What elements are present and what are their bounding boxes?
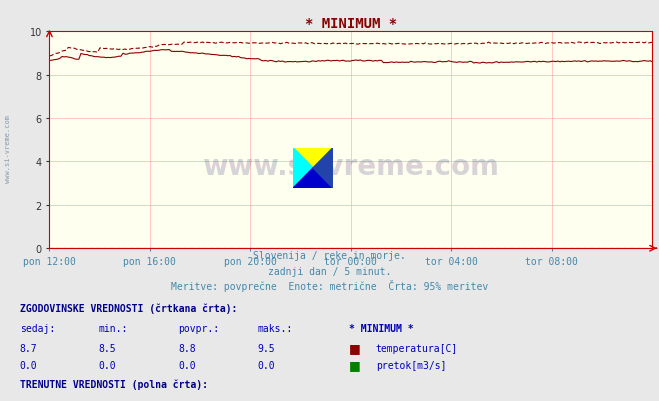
- Text: min.:: min.:: [99, 400, 129, 401]
- Text: sedaj:: sedaj:: [20, 324, 55, 334]
- Text: povpr.:: povpr.:: [178, 324, 219, 334]
- Text: temperatura[C]: temperatura[C]: [376, 343, 458, 353]
- Text: min.:: min.:: [99, 324, 129, 334]
- Text: ■: ■: [349, 341, 361, 354]
- Text: zadnji dan / 5 minut.: zadnji dan / 5 minut.: [268, 266, 391, 276]
- Text: ZGODOVINSKE VREDNOSTI (črtkana črta):: ZGODOVINSKE VREDNOSTI (črtkana črta):: [20, 302, 237, 313]
- Text: maks.:: maks.:: [257, 400, 292, 401]
- Text: 0.0: 0.0: [257, 360, 275, 370]
- Text: ■: ■: [349, 358, 361, 371]
- Text: 0.0: 0.0: [99, 360, 117, 370]
- Text: 0.0: 0.0: [20, 360, 38, 370]
- Text: 9.5: 9.5: [257, 343, 275, 353]
- Polygon shape: [293, 148, 313, 188]
- Text: sedaj:: sedaj:: [20, 400, 55, 401]
- Text: * MINIMUM *: * MINIMUM *: [349, 324, 414, 334]
- Title: * MINIMUM *: * MINIMUM *: [305, 17, 397, 31]
- Text: Slovenija / reke in morje.: Slovenija / reke in morje.: [253, 251, 406, 261]
- Text: TRENUTNE VREDNOSTI (polna črta):: TRENUTNE VREDNOSTI (polna črta):: [20, 379, 208, 389]
- Text: pretok[m3/s]: pretok[m3/s]: [376, 360, 446, 370]
- Text: www.si-vreme.com: www.si-vreme.com: [202, 152, 500, 180]
- Text: 8.7: 8.7: [20, 343, 38, 353]
- Text: 8.8: 8.8: [178, 343, 196, 353]
- Text: 0.0: 0.0: [178, 360, 196, 370]
- Text: * MINIMUM *: * MINIMUM *: [349, 400, 414, 401]
- Text: povpr.:: povpr.:: [178, 400, 219, 401]
- Text: Meritve: povprečne  Enote: metrične  Črta: 95% meritev: Meritve: povprečne Enote: metrične Črta:…: [171, 279, 488, 291]
- Text: maks.:: maks.:: [257, 324, 292, 334]
- Text: www.si-vreme.com: www.si-vreme.com: [5, 114, 11, 182]
- Text: 8.5: 8.5: [99, 343, 117, 353]
- Polygon shape: [313, 148, 333, 188]
- Polygon shape: [293, 168, 333, 188]
